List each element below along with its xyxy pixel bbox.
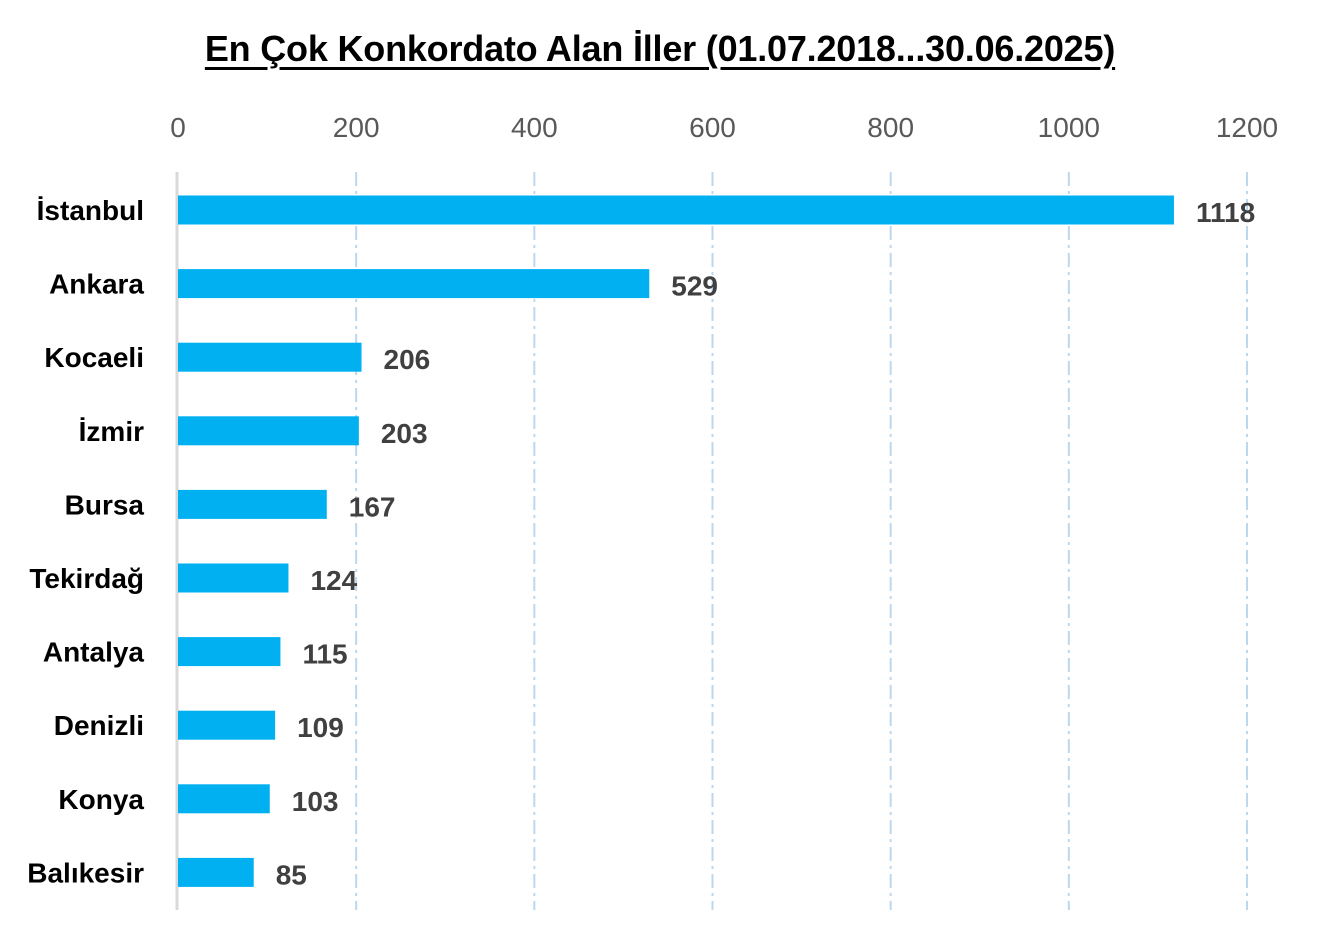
bar-7 [178,710,276,740]
value-label: 85 [276,859,307,890]
bars [178,195,1174,887]
chart-title: En Çok Konkordato Alan İller (01.07.2018… [204,28,1116,69]
category-label: Balıkesir [27,857,144,888]
bar-9 [178,857,254,887]
x-tick-label: 1000 [1038,112,1100,143]
category-label: Antalya [43,637,145,668]
bar-2 [178,342,362,372]
value-labels: 1118 529 206 203 167 124 115 109 103 85 [276,197,1255,890]
category-labels: İstanbul Ankara Kocaeli İzmir Bursa Tekirdağ A… [27,195,144,888]
category-label: Ankara [49,269,144,300]
value-label: 124 [310,565,357,596]
category-label: İstanbul [37,195,144,226]
value-label: 203 [381,418,428,449]
value-label: 529 [671,271,718,302]
bar-6 [178,637,281,667]
value-label: 109 [297,712,344,743]
value-label: 167 [349,491,396,522]
x-tick-label: 800 [867,112,914,143]
x-tick-label: 400 [511,112,558,143]
bar-1 [178,269,650,299]
category-label: İzmir [79,416,144,447]
x-tick-label: 200 [333,112,380,143]
gridlines [355,172,1248,910]
bar-0 [178,195,1174,225]
category-label: Bursa [65,489,145,520]
x-tick-labels: 0 200 400 600 800 1000 1200 [170,112,1278,143]
value-label: 103 [292,786,339,817]
x-tick-label: 0 [170,112,186,143]
x-tick-label: 1200 [1216,112,1278,143]
category-label: Denizli [54,710,144,741]
bar-5 [178,563,289,593]
bar-8 [178,784,270,814]
category-label: Konya [58,784,144,815]
value-label: 115 [302,639,347,670]
category-label: Kocaeli [44,342,144,373]
value-label: 1118 [1196,197,1255,228]
bar-3 [178,416,359,446]
category-label: Tekirdağ [29,563,144,594]
x-tick-label: 600 [689,112,736,143]
value-label: 206 [384,344,431,375]
bar-4 [178,489,327,519]
